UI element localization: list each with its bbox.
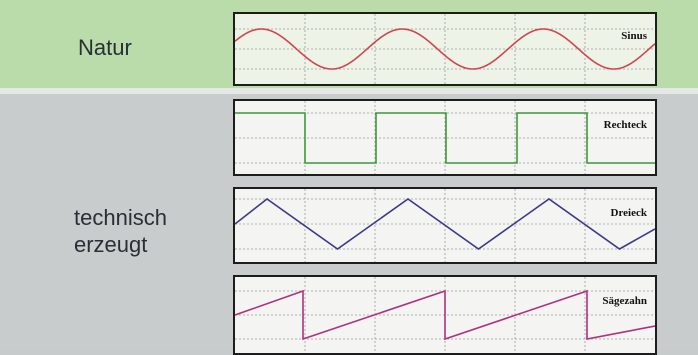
grid-lines	[235, 14, 655, 84]
square-wave-label: Rechteck	[603, 119, 647, 131]
sine-wave-panel: Sinus	[233, 12, 657, 86]
triangle-wave-plot	[235, 189, 655, 262]
sawtooth-wave-plot	[235, 277, 655, 353]
square-wave-panel: Rechteck	[233, 99, 657, 176]
sawtooth-waveform	[235, 289, 655, 341]
square-waveform	[235, 112, 655, 164]
sine-wave-label: Sinus	[621, 30, 647, 42]
sawtooth-wave-label: Sägezahn	[602, 295, 647, 307]
triangle-waveform	[235, 198, 655, 250]
technical-label-line2: erzeugt	[74, 232, 148, 257]
sine-wave-plot	[235, 14, 655, 84]
nature-label: Natur	[78, 35, 132, 60]
square-wave-plot	[235, 101, 655, 174]
triangle-wave-label: Dreieck	[610, 207, 647, 219]
triangle-wave-panel: Dreieck	[233, 187, 657, 264]
sawtooth-wave-panel: Sägezahn	[233, 275, 657, 355]
sine-waveform	[235, 28, 655, 70]
technical-label: technisch erzeugt	[74, 204, 167, 258]
band-separator	[0, 88, 698, 94]
technical-label-line1: technisch	[74, 205, 167, 230]
